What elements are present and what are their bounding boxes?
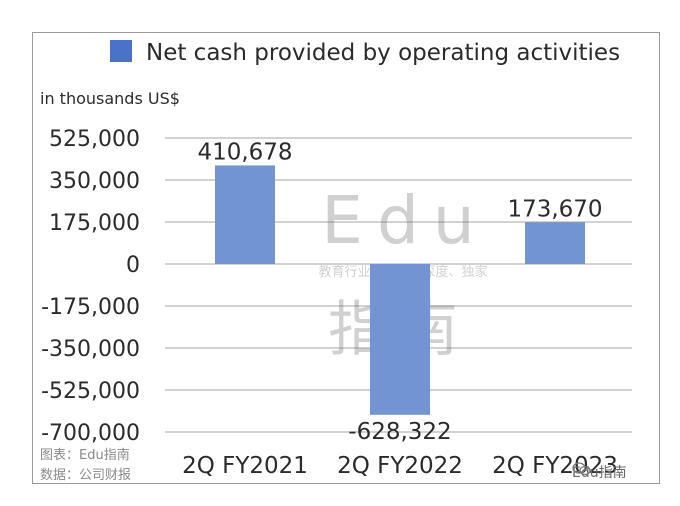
data-labels: 410,678 -628,322 173,670	[197, 139, 602, 444]
y-tick-labels: 525,000 350,000 175,000 0 -175,000 -350,000 -5…	[41, 127, 140, 446]
y-tick-label: -350,000	[41, 337, 140, 362]
x-tick-label: 2Q FY2021	[182, 453, 308, 479]
y-tick-label: 525,000	[49, 127, 140, 152]
y-tick-label: -525,000	[41, 379, 140, 404]
data-source-credit: 数据：公司财报	[40, 468, 132, 483]
wechat-badge: Edu指南	[572, 462, 627, 482]
legend: Net cash provided by operating activitie…	[110, 40, 620, 66]
y-tick-label: 0	[126, 253, 140, 278]
y-axis-label: in thousands US$	[40, 89, 180, 108]
y-tick-label: 175,000	[49, 211, 140, 236]
data-label: 410,678	[197, 139, 292, 165]
chart-frame	[32, 32, 660, 484]
wechat-icon	[572, 462, 591, 476]
chart-source-credit: 图表：Edu指南	[40, 448, 130, 463]
y-tick-label: 350,000	[49, 169, 140, 194]
bars	[215, 165, 585, 415]
y-tick-label: -700,000	[41, 421, 140, 446]
x-tick-label: 2Q FY2023	[492, 453, 618, 479]
watermark-edu: Edu	[321, 182, 488, 259]
data-label: -628,322	[348, 419, 451, 445]
x-tick-labels: 2Q FY2021 2Q FY2022 2Q FY2023	[182, 453, 618, 479]
data-label: 173,670	[507, 196, 602, 222]
bar	[525, 222, 585, 264]
legend-swatch	[110, 40, 132, 62]
bar	[370, 264, 430, 415]
y-tick-label: -175,000	[41, 295, 140, 320]
bar	[215, 165, 275, 264]
x-tick-label: 2Q FY2022	[337, 453, 463, 479]
legend-label: Net cash provided by operating activitie…	[146, 40, 620, 66]
badge-text: Edu指南	[572, 465, 627, 481]
